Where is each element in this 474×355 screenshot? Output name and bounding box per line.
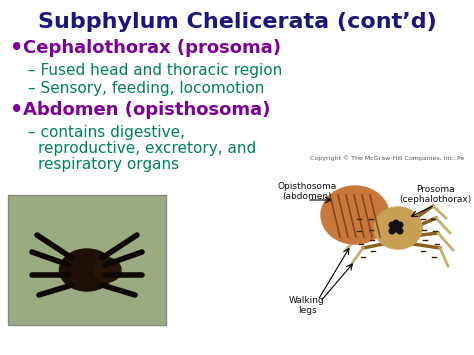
Circle shape [389,222,395,228]
Circle shape [397,228,403,234]
Text: – Sensory, feeding, locomotion: – Sensory, feeding, locomotion [28,81,264,95]
Text: Copyright © The McGraw-Hill Companies, Inc. Pe: Copyright © The McGraw-Hill Companies, I… [310,155,464,161]
Text: Opisthosoma
(abdomen): Opisthosoma (abdomen) [277,182,337,201]
Text: Cephalothorax (prosoma): Cephalothorax (prosoma) [23,39,281,57]
Text: Abdomen (opisthosoma): Abdomen (opisthosoma) [23,101,270,119]
Text: – Fused head and thoracic region: – Fused head and thoracic region [28,62,282,77]
Ellipse shape [374,207,422,249]
Text: respiratory organs: respiratory organs [38,157,179,171]
Circle shape [393,226,399,232]
Text: Subphylum Chelicerata (cont’d): Subphylum Chelicerata (cont’d) [37,12,437,32]
Text: – contains digestive,: – contains digestive, [28,125,185,140]
Text: Prosoma
(cephalothorax): Prosoma (cephalothorax) [399,185,471,204]
Ellipse shape [321,186,389,244]
Ellipse shape [60,249,115,291]
Text: •: • [10,100,23,120]
Circle shape [393,220,399,226]
Text: reproductive, excretory, and: reproductive, excretory, and [38,141,256,155]
Circle shape [397,222,403,228]
Bar [8,195,166,325]
Text: Walking
legs: Walking legs [289,296,325,315]
Ellipse shape [93,258,121,282]
Text: •: • [10,38,23,58]
Circle shape [389,228,395,234]
